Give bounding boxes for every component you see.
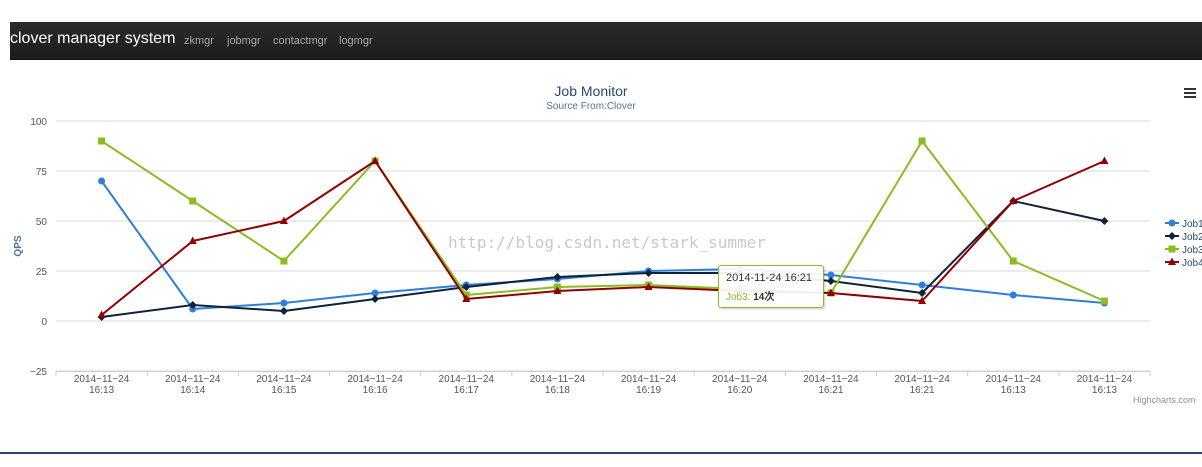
nav-link-zkmgr[interactable]: zkmgr [184,35,214,47]
series-lines [97,137,1109,321]
bottom-border [0,452,1202,454]
nav-link-logmgr[interactable]: logmgr [339,35,373,47]
data-point-job2 [371,295,380,303]
credits-link[interactable]: Highcharts.com [1133,395,1196,405]
legend-item-job1[interactable]: Job1 [1165,219,1202,230]
x-tick-label: 2014−11−24 16:21 [803,374,859,396]
x-tick-label: 2014−11−24 16:13 [1077,374,1133,396]
nav-link-contactmgr[interactable]: contactmgr [273,35,328,47]
data-point-job2 [1100,217,1109,225]
series-line-job4 [100,160,1105,316]
data-point-job4 [644,282,653,290]
chart-menu-icon[interactable] [1182,86,1198,100]
x-tick-label: 2014−11−24 16:21 [894,374,950,396]
left-margin [0,22,10,467]
tooltip-header: 2014-11-24 16:21 [726,272,813,284]
legend-label: Job3 [1182,245,1202,256]
data-point-job1 [918,281,926,289]
legend: Job1 Job2 Job3 Job4 [1165,219,1202,269]
data-point-job2 [826,277,835,285]
tooltip-series: Job3: [726,292,751,303]
tooltip-body: Job3: 14次 [726,288,774,303]
data-point-job4 [462,294,471,302]
chart-tooltip: 2014-11-24 16:21 Job3: 14次 [718,265,824,308]
x-tick-label: 2014−11−24 16:13 [74,374,130,396]
legend-item-job4[interactable]: Job4 [1165,257,1202,270]
x-tick-label: 2014−11−24 16:14 [165,374,221,396]
legend-label: Job2 [1182,232,1202,243]
legend-symbol [1168,257,1176,265]
series-job4 [97,156,1109,318]
legend-item-job2[interactable]: Job2 [1165,232,1202,243]
x-tick-label: 2014−11−24 16:18 [530,374,586,396]
data-point-job4 [1100,156,1109,164]
legend-symbol [1168,245,1176,253]
x-tick-label: 2014−11−24 16:19 [621,374,677,396]
window-top-edge [0,0,1202,24]
series-job2 [97,197,1109,321]
data-point-job3 [1100,297,1108,305]
data-point-job4 [97,310,106,318]
y-axis-ticks: −25 0 25 50 75 100 [30,117,47,378]
x-tick-label: 2014−11−24 16:17 [439,374,495,396]
data-point-job2 [918,289,927,297]
data-point-job2 [279,307,288,315]
series-line-job2 [101,200,1105,318]
data-point-job4 [1009,196,1018,204]
data-point-job3 [98,137,106,145]
data-point-job1 [371,289,379,297]
data-point-job1 [827,271,835,279]
data-point-job4 [918,296,927,304]
data-point-job3 [189,197,197,205]
legend-item-job3[interactable]: Job3 [1165,245,1202,256]
x-tick-label: 2014−11−24 16:13 [986,374,1042,396]
legend-label: Job1 [1182,219,1202,230]
x-tick-label: 2014−11−24 16:16 [347,374,403,396]
data-point-job2 [462,283,471,291]
data-point-job4 [371,156,380,164]
data-point-job3 [918,137,926,145]
data-point-job2 [644,269,653,277]
data-point-job1 [1009,291,1017,299]
y-tick-label: 0 [41,317,47,328]
data-point-job2 [188,301,197,309]
job-monitor-chart: Job Monitor Source From:Clover −25 0 25 50 7… [13,83,1202,396]
x-tick-label: 2014−11−24 16:20 [712,374,768,396]
data-point-job1 [280,299,288,307]
data-point-job4 [279,216,288,224]
y-tick-label: 100 [30,117,47,128]
y-tick-label: 25 [36,267,48,278]
legend-label: Job4 [1182,258,1202,269]
x-axis-ticks: 2014−11−24 16:13 2014−11−24 16:14 2014−11−24… [55,371,1151,396]
data-point-job4 [826,288,835,296]
y-axis-title: QPS [13,235,24,256]
series-line-job3 [101,140,1105,302]
brand-title[interactable]: clover manager system [10,30,176,47]
data-point-job3 [1009,257,1017,265]
y-tick-label: −25 [30,367,47,378]
chart-title: Job Monitor [554,83,627,99]
tooltip-value: 14次 [753,292,775,303]
data-point-job4 [553,286,562,294]
y-tick-label: 50 [36,217,48,228]
legend-symbol [1168,219,1176,227]
nav-link-jobmgr[interactable]: jobmgr [227,35,261,47]
chart-subtitle: Source From:Clover [546,101,636,112]
legend-symbol [1168,232,1176,240]
y-tick-label: 75 [36,167,48,178]
data-point-job1 [98,177,106,185]
data-point-job2 [553,273,562,281]
data-point-job4 [188,236,197,244]
data-point-job3 [280,257,288,265]
watermark: http://blog.csdn.net/stark_summer [448,233,766,252]
x-tick-label: 2014−11−24 16:15 [256,374,312,396]
navbar: clover manager system zkmgr jobmgr conta… [10,22,1202,60]
